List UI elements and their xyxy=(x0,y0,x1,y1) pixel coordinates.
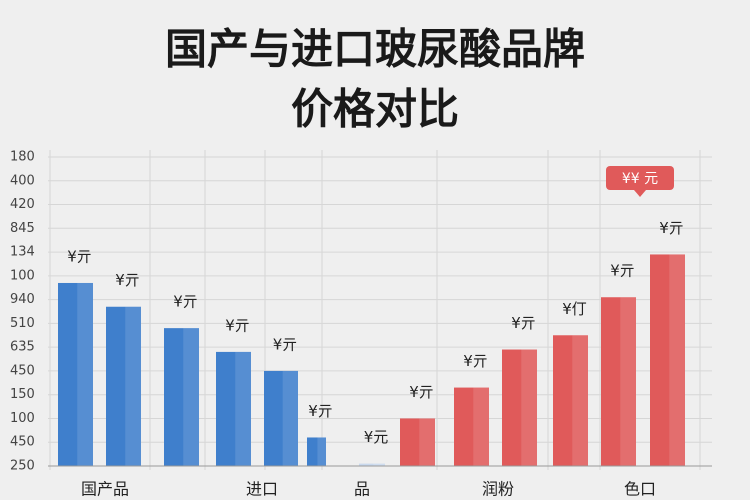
bar-label: ¥亓 xyxy=(409,383,434,401)
bar xyxy=(553,335,588,466)
y-tick-label: 450 xyxy=(10,363,35,378)
bar-shade xyxy=(620,297,636,466)
chart-title: 国产与进口玻尿酸品牌 xyxy=(165,25,585,74)
x-label: 润粉 xyxy=(482,480,514,499)
bar xyxy=(359,463,385,466)
bar-shade xyxy=(572,335,588,466)
chart-title: 价格对比 xyxy=(291,85,459,134)
bar xyxy=(106,306,141,466)
bar-label: ¥亓 xyxy=(173,293,198,311)
bar-shade xyxy=(282,370,298,466)
bar-label: ¥亓 xyxy=(225,316,250,334)
y-tick-label: 180 xyxy=(10,150,35,165)
bar-shade xyxy=(317,437,326,466)
y-tick-label: 100 xyxy=(10,268,35,283)
bar-shade xyxy=(77,282,93,466)
bar-label: ¥元 xyxy=(364,428,389,446)
y-tick-label: 940 xyxy=(10,292,35,307)
y-tick-label: 100 xyxy=(10,411,35,426)
bar-shade xyxy=(419,418,435,466)
y-tick-label: 400 xyxy=(10,173,35,188)
bar-label: ¥亓 xyxy=(67,247,92,265)
y-tick-label: 134 xyxy=(10,245,35,260)
bar-shade xyxy=(521,349,537,466)
callout-box xyxy=(606,166,674,190)
bar-label: ¥亓 xyxy=(308,402,333,420)
bar-shade xyxy=(473,387,489,466)
bar xyxy=(307,437,326,466)
y-tick-label: 420 xyxy=(10,197,35,212)
bar-shade xyxy=(125,306,141,466)
bar-shade xyxy=(235,351,251,466)
bar xyxy=(454,387,489,466)
bar xyxy=(164,328,199,466)
y-tick-label: 450 xyxy=(10,435,35,450)
x-label: 色口 xyxy=(624,480,656,499)
bar xyxy=(264,370,298,466)
bar-label: ¥亓 xyxy=(610,262,635,280)
y-tick-label: 845 xyxy=(10,221,35,236)
y-tick-label: 510 xyxy=(10,316,35,331)
callout-pointer xyxy=(634,190,646,197)
x-label: 品 xyxy=(354,480,370,499)
bar xyxy=(216,351,251,466)
bar-label: ¥亓 xyxy=(659,219,684,237)
bar xyxy=(400,418,435,466)
bar-label: ¥仃 xyxy=(562,300,587,318)
y-tick-label: 250 xyxy=(10,459,35,474)
bar xyxy=(650,254,685,466)
bar xyxy=(502,349,537,466)
y-tick-label: 635 xyxy=(10,340,35,355)
bar-label: ¥亓 xyxy=(115,271,140,289)
bar xyxy=(601,297,636,466)
callout: ¥¥ 元 xyxy=(622,171,658,187)
bar-shade xyxy=(183,328,199,466)
bar xyxy=(58,282,93,466)
x-label: 进口 xyxy=(246,480,278,499)
bar-shade xyxy=(669,254,685,466)
bar-label: ¥亓 xyxy=(511,314,536,332)
x-label: 国产品 xyxy=(81,480,129,499)
bar-shade xyxy=(373,463,385,466)
y-tick-label: 150 xyxy=(10,387,35,402)
bar-label: ¥亓 xyxy=(273,335,298,353)
bar-label: ¥亓 xyxy=(463,352,488,370)
vertical-grid xyxy=(49,150,701,470)
